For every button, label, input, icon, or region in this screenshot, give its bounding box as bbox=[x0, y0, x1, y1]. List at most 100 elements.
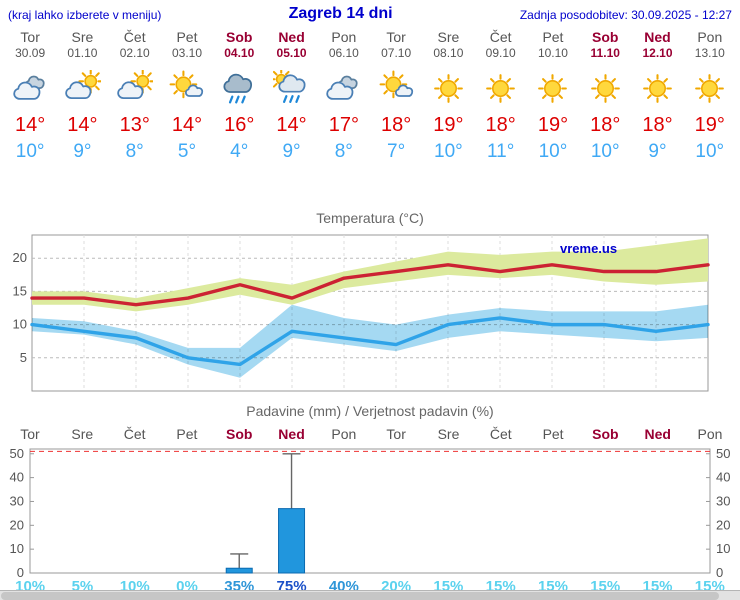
svg-text:20: 20 bbox=[13, 250, 27, 265]
day-column: Tor 07.10 18° 7° bbox=[370, 29, 422, 163]
day-date: 06.10 bbox=[328, 46, 359, 60]
day-name: Sre bbox=[437, 29, 460, 45]
high-temp: 19° bbox=[537, 114, 569, 136]
day-date: 01.10 bbox=[67, 46, 98, 60]
svg-text:0: 0 bbox=[17, 565, 24, 579]
high-temp: 14° bbox=[67, 114, 98, 136]
low-temp: 5° bbox=[177, 141, 197, 162]
sunny-icon bbox=[684, 66, 736, 110]
svg-text:Pon: Pon bbox=[331, 426, 356, 442]
header: (kraj lahko izberete v meniju) Zagreb 14… bbox=[0, 0, 740, 23]
sunny-icon bbox=[527, 66, 579, 110]
day-name: Tor bbox=[386, 29, 406, 45]
svg-text:50: 50 bbox=[10, 446, 24, 461]
day-column: Pon 06.10 17° 8° bbox=[318, 29, 370, 163]
cloudy-icon bbox=[318, 66, 370, 110]
low-temp: 9° bbox=[648, 141, 667, 162]
svg-text:20: 20 bbox=[10, 517, 24, 532]
low-temp: 8° bbox=[125, 141, 144, 162]
day-date: 30.09 bbox=[15, 46, 46, 60]
day-date: 09.10 bbox=[485, 46, 516, 60]
svg-text:Tor: Tor bbox=[20, 426, 40, 442]
day-column: Pon 13.10 19° 10° bbox=[684, 29, 736, 163]
high-temp: 18° bbox=[380, 114, 412, 136]
svg-text:Pon: Pon bbox=[698, 426, 723, 442]
svg-text:0: 0 bbox=[716, 565, 723, 579]
day-date: 03.10 bbox=[171, 46, 202, 60]
day-name: Pet bbox=[542, 29, 564, 45]
sunny-icon bbox=[631, 66, 683, 110]
mostly-sunny-icon bbox=[161, 66, 213, 110]
day-column: Pet 03.10 14° 5° bbox=[161, 29, 213, 163]
mostly-sunny-icon bbox=[370, 66, 422, 110]
high-temp: 18° bbox=[485, 114, 516, 136]
cloudy-icon bbox=[4, 66, 56, 110]
low-temp: 10° bbox=[695, 141, 725, 162]
forecast-days-row: Tor 30.09 14° 10° Sre 01.10 14° 9° Čet 0… bbox=[0, 23, 740, 163]
day-column: Ned 05.10 14° 9° bbox=[265, 29, 317, 163]
svg-text:Pet: Pet bbox=[543, 426, 564, 442]
svg-text:40: 40 bbox=[10, 470, 24, 485]
day-date: 13.10 bbox=[694, 46, 725, 60]
day-name: Čet bbox=[489, 29, 512, 45]
low-temp: 4° bbox=[230, 141, 249, 162]
day-column: Sre 01.10 14° 9° bbox=[56, 29, 108, 163]
precipitation-chart: Padavine (mm) / Verjetnost padavin (%) To… bbox=[0, 403, 740, 579]
low-temp: 10° bbox=[538, 141, 568, 162]
svg-text:10: 10 bbox=[716, 541, 730, 556]
svg-text:Sob: Sob bbox=[592, 426, 618, 442]
day-column: Ned 12.10 18° 9° bbox=[631, 29, 683, 163]
day-column: Pet 10.10 19° 10° bbox=[527, 29, 579, 163]
day-name: Pon bbox=[331, 29, 357, 45]
last-update-label: Zadnja posodobitev: 30.09.2025 - 12:27 bbox=[519, 8, 732, 22]
sunny-icon bbox=[579, 66, 631, 110]
day-column: Tor 30.09 14° 10° bbox=[4, 29, 56, 163]
svg-text:Sob: Sob bbox=[226, 426, 252, 442]
day-column: Čet 09.10 18° 11° bbox=[475, 29, 527, 163]
svg-text:50: 50 bbox=[716, 446, 730, 461]
svg-text:Ned: Ned bbox=[278, 426, 304, 442]
high-temp: 14° bbox=[276, 114, 307, 136]
precip-chart-title: Padavine (mm) / Verjetnost padavin (%) bbox=[246, 403, 493, 419]
svg-text:Ned: Ned bbox=[644, 426, 670, 442]
bottom-scrollbar-track[interactable] bbox=[0, 590, 740, 600]
high-temp: 17° bbox=[328, 114, 359, 136]
day-name: Ned bbox=[644, 29, 671, 45]
low-temp: 8° bbox=[334, 141, 353, 162]
sunny-icon bbox=[422, 66, 474, 110]
high-temp: 14° bbox=[171, 114, 203, 136]
page-title: Zagreb 14 dni bbox=[288, 5, 393, 22]
high-temp: 13° bbox=[119, 114, 150, 136]
low-temp: 10° bbox=[15, 141, 45, 162]
rain-icon bbox=[213, 66, 265, 110]
day-name: Tor bbox=[20, 29, 40, 45]
day-name: Sob bbox=[226, 29, 253, 45]
svg-text:Tor: Tor bbox=[386, 426, 406, 442]
svg-text:40: 40 bbox=[716, 470, 730, 485]
sunny-icon bbox=[475, 66, 527, 110]
day-date: 12.10 bbox=[642, 46, 673, 60]
low-temp: 7° bbox=[387, 141, 406, 162]
high-temp: 18° bbox=[590, 114, 621, 136]
day-date: 07.10 bbox=[381, 46, 412, 60]
high-temp: 18° bbox=[642, 114, 673, 136]
low-temp: 11° bbox=[487, 141, 515, 162]
svg-text:Sre: Sre bbox=[71, 426, 93, 442]
day-name: Ned bbox=[278, 29, 305, 45]
day-name: Pet bbox=[176, 29, 198, 45]
day-column: Sre 08.10 19° 10° bbox=[422, 29, 474, 163]
high-temp: 19° bbox=[433, 114, 464, 136]
day-date: 11.10 bbox=[590, 46, 620, 60]
day-date: 08.10 bbox=[433, 46, 464, 60]
day-column: Čet 02.10 13° 8° bbox=[109, 29, 161, 163]
svg-text:15: 15 bbox=[13, 283, 27, 298]
svg-text:Sre: Sre bbox=[438, 426, 460, 442]
svg-text:Čet: Čet bbox=[124, 426, 146, 442]
day-date: 02.10 bbox=[119, 46, 150, 60]
day-column: Sob 04.10 16° 4° bbox=[213, 29, 265, 163]
bottom-scrollbar-thumb[interactable] bbox=[1, 592, 719, 600]
partly-cloudy-icon bbox=[109, 66, 161, 110]
svg-text:Pet: Pet bbox=[176, 426, 197, 442]
day-date: 10.10 bbox=[537, 46, 568, 60]
day-date: 05.10 bbox=[276, 46, 307, 60]
